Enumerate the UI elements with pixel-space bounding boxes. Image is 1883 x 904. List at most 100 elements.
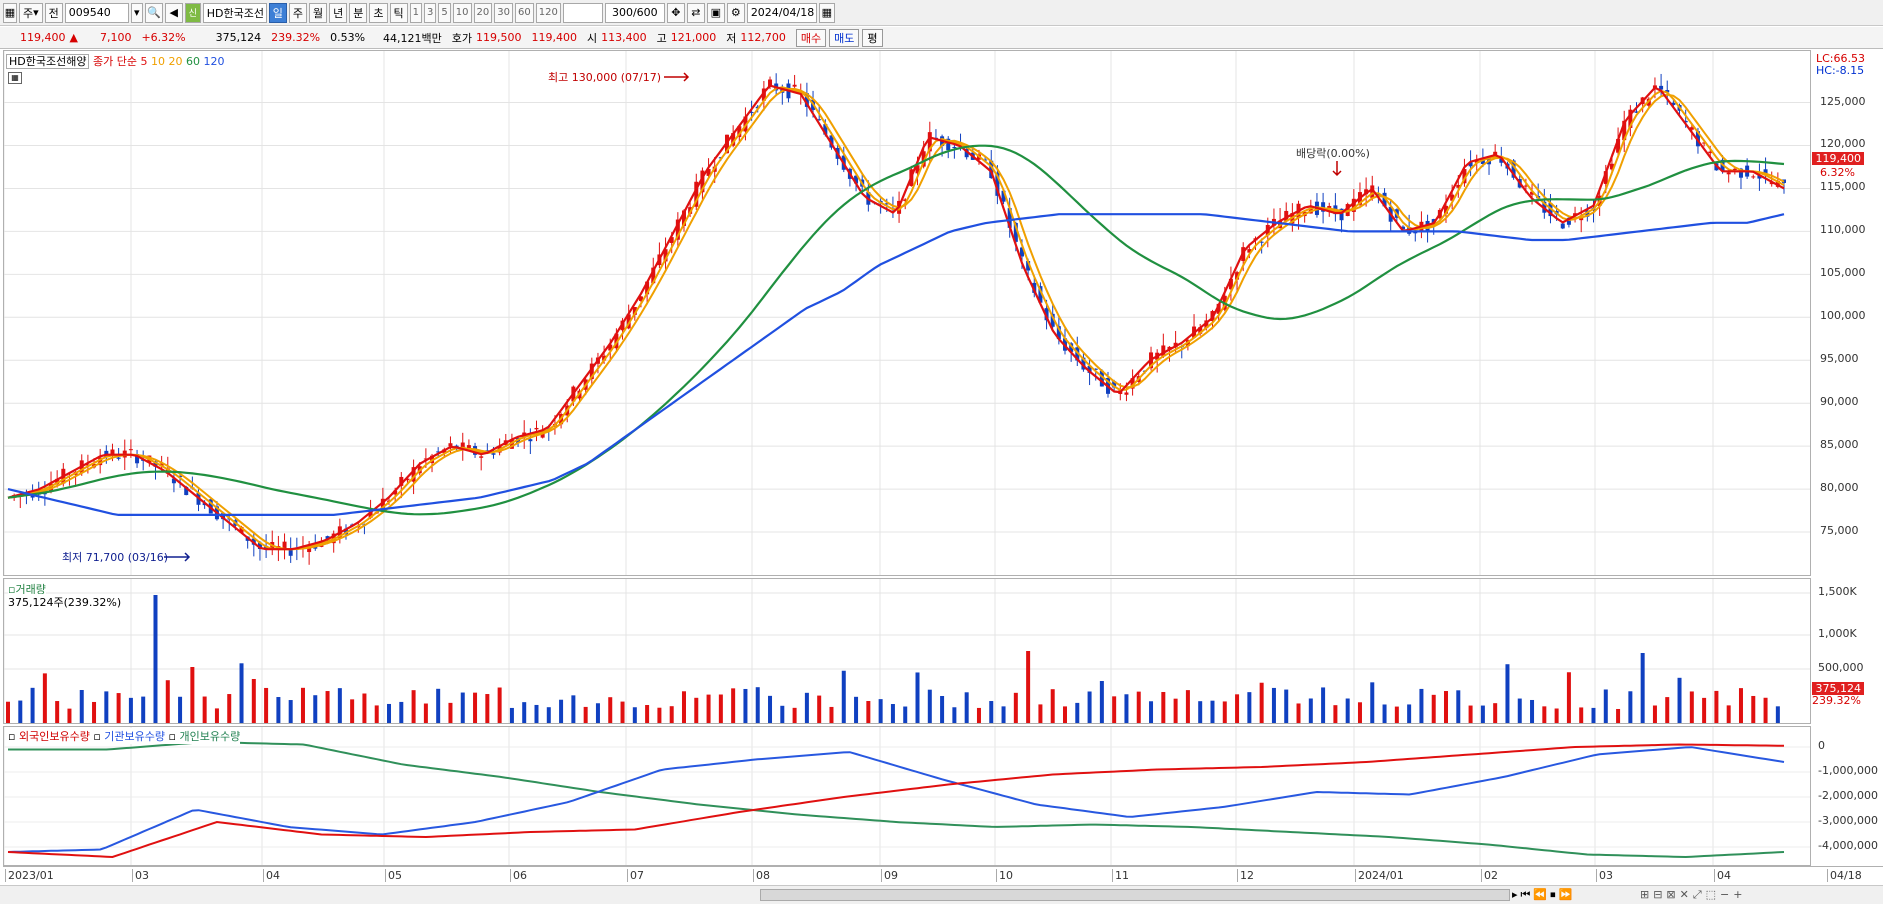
price-tick-label: 80,000 (1820, 481, 1859, 495)
price-chart-panel[interactable] (3, 50, 1811, 576)
eval-button[interactable]: 평 (862, 28, 883, 47)
volume-bar (128, 697, 133, 723)
candle-body (1075, 347, 1080, 361)
period-day-tab[interactable]: 일 (268, 2, 287, 23)
stock-name-field[interactable]: HD한국조선 (202, 2, 267, 23)
volume-bar (1566, 672, 1571, 723)
volume-bar (1075, 702, 1080, 723)
volume-bar (1062, 706, 1067, 723)
zoom-icon[interactable]: ✥ (666, 2, 685, 23)
min-1-button[interactable]: 1 (409, 2, 423, 23)
min-10-button[interactable]: 10 (452, 2, 472, 23)
volume-panel[interactable] (3, 578, 1811, 724)
volume-ratio: 239.32% (271, 31, 321, 44)
candle-body (491, 453, 496, 455)
date-value: 2024/04/18 (750, 6, 815, 19)
period-second-tab[interactable]: 초 (369, 2, 388, 23)
volume-bar (1235, 694, 1240, 723)
scroll-controls[interactable]: ▸⏮⏪⏹⏩ (1512, 888, 1576, 901)
candle-body (694, 181, 699, 207)
holdings-tick-label: -3,000,000 (1818, 814, 1878, 827)
search-icon[interactable]: 🔍 (144, 2, 163, 23)
date-input[interactable]: 2024/04/18 (746, 2, 817, 23)
candle-body (42, 493, 47, 495)
period-week-tab[interactable]: 주 (288, 2, 308, 23)
min-20-button[interactable]: 20 (473, 2, 493, 23)
candle-body (964, 148, 969, 158)
volume-bar (411, 690, 416, 723)
ma20-line (7, 87, 1785, 551)
volume-bar (1112, 696, 1117, 723)
credit-icon[interactable]: 신 (184, 2, 201, 23)
holdings-chart-svg[interactable] (3, 727, 1810, 865)
candle-body (681, 210, 686, 226)
candle-body (1763, 169, 1768, 175)
min-5-button[interactable]: 5 (438, 2, 451, 23)
speaker-icon[interactable]: ◀ (164, 2, 183, 23)
candle-body (1493, 151, 1498, 156)
period-minute-tab[interactable]: 분 (349, 2, 368, 23)
candle-body (1007, 208, 1012, 228)
volume-bar (460, 692, 465, 723)
volume-bar (104, 691, 109, 723)
volume-bar (952, 707, 957, 723)
candle-body (1204, 320, 1209, 329)
min-3-button[interactable]: 3 (424, 2, 437, 23)
volume-chart-svg[interactable] (3, 579, 1810, 723)
volume-bar (1321, 687, 1326, 723)
candle-body (995, 172, 1000, 196)
grid-icon[interactable]: ▦ (8, 72, 22, 84)
sell-button[interactable]: 매도 (829, 28, 860, 47)
volume-bar (706, 694, 711, 723)
scroll-thumb[interactable] (760, 889, 1510, 901)
price-tick-label: 125,000 (1820, 94, 1866, 108)
volume-bar (731, 688, 736, 723)
volume-bar (940, 696, 945, 723)
min-30-button[interactable]: 30 (494, 2, 513, 23)
period-tick-tab[interactable]: 틱 (389, 2, 408, 23)
volume-bar (165, 680, 170, 723)
candle-body (466, 445, 471, 450)
calendar-icon[interactable]: ▦ (818, 2, 835, 23)
link-icon[interactable]: ⇄ (686, 2, 705, 23)
low-arrow-icon (164, 552, 191, 562)
price-tick-label: 120,000 (1820, 137, 1866, 151)
count-input[interactable]: 300/600 (604, 2, 665, 23)
custom-period-input[interactable] (562, 2, 603, 23)
chart-scrollbar[interactable]: ▸⏮⏪⏹⏩ ⊞⊟⊠✕⤢⬚−+ (0, 885, 1883, 904)
volume-bar (866, 701, 871, 723)
volume-bar (780, 705, 785, 723)
period-month-tab[interactable]: 월 (309, 2, 328, 23)
candle-body (1081, 357, 1086, 370)
min-120-button[interactable]: 120 (535, 2, 561, 23)
buy-button[interactable]: 매수 (795, 28, 827, 47)
code-dropdown-icon[interactable]: ▾ (130, 2, 143, 23)
volume-bar (485, 694, 490, 723)
volume-axis: 1,500K 1,000K 500,000 375,124 239.32% (1812, 578, 1883, 724)
volume-bar (239, 663, 244, 723)
ma120-line (7, 213, 1785, 516)
candle-body (731, 133, 736, 146)
view-tools[interactable]: ⊞⊟⊠✕⤢⬚−+ (1640, 888, 1747, 901)
legend-stock-name: HD한국조선해양 (6, 54, 90, 69)
unit-select[interactable]: 주 ▾ (19, 2, 43, 23)
candle-body (1609, 163, 1614, 170)
high-annotation: 최고 130,000 (07/17) (548, 71, 662, 84)
gear-icon[interactable]: ⚙ (726, 2, 745, 23)
min-60-button[interactable]: 60 (514, 2, 534, 23)
code-input[interactable]: 009540 (64, 2, 129, 23)
save-icon[interactable]: ▣ (706, 2, 725, 23)
candle-body (1579, 217, 1584, 221)
candle-body (509, 439, 514, 449)
volume-bar (350, 699, 355, 723)
chart-type-button[interactable]: ▦ (3, 2, 17, 23)
market-select[interactable]: 전 (44, 2, 63, 23)
candle-body (829, 135, 834, 148)
ask-price: 119,500 (476, 31, 522, 44)
period-year-tab[interactable]: 년 (329, 2, 348, 23)
price-chart-svg[interactable] (3, 51, 1810, 575)
holdings-panel[interactable] (3, 726, 1811, 866)
volume-bar (1640, 653, 1645, 723)
volume-bar (1751, 695, 1756, 723)
candle-body (282, 541, 287, 549)
